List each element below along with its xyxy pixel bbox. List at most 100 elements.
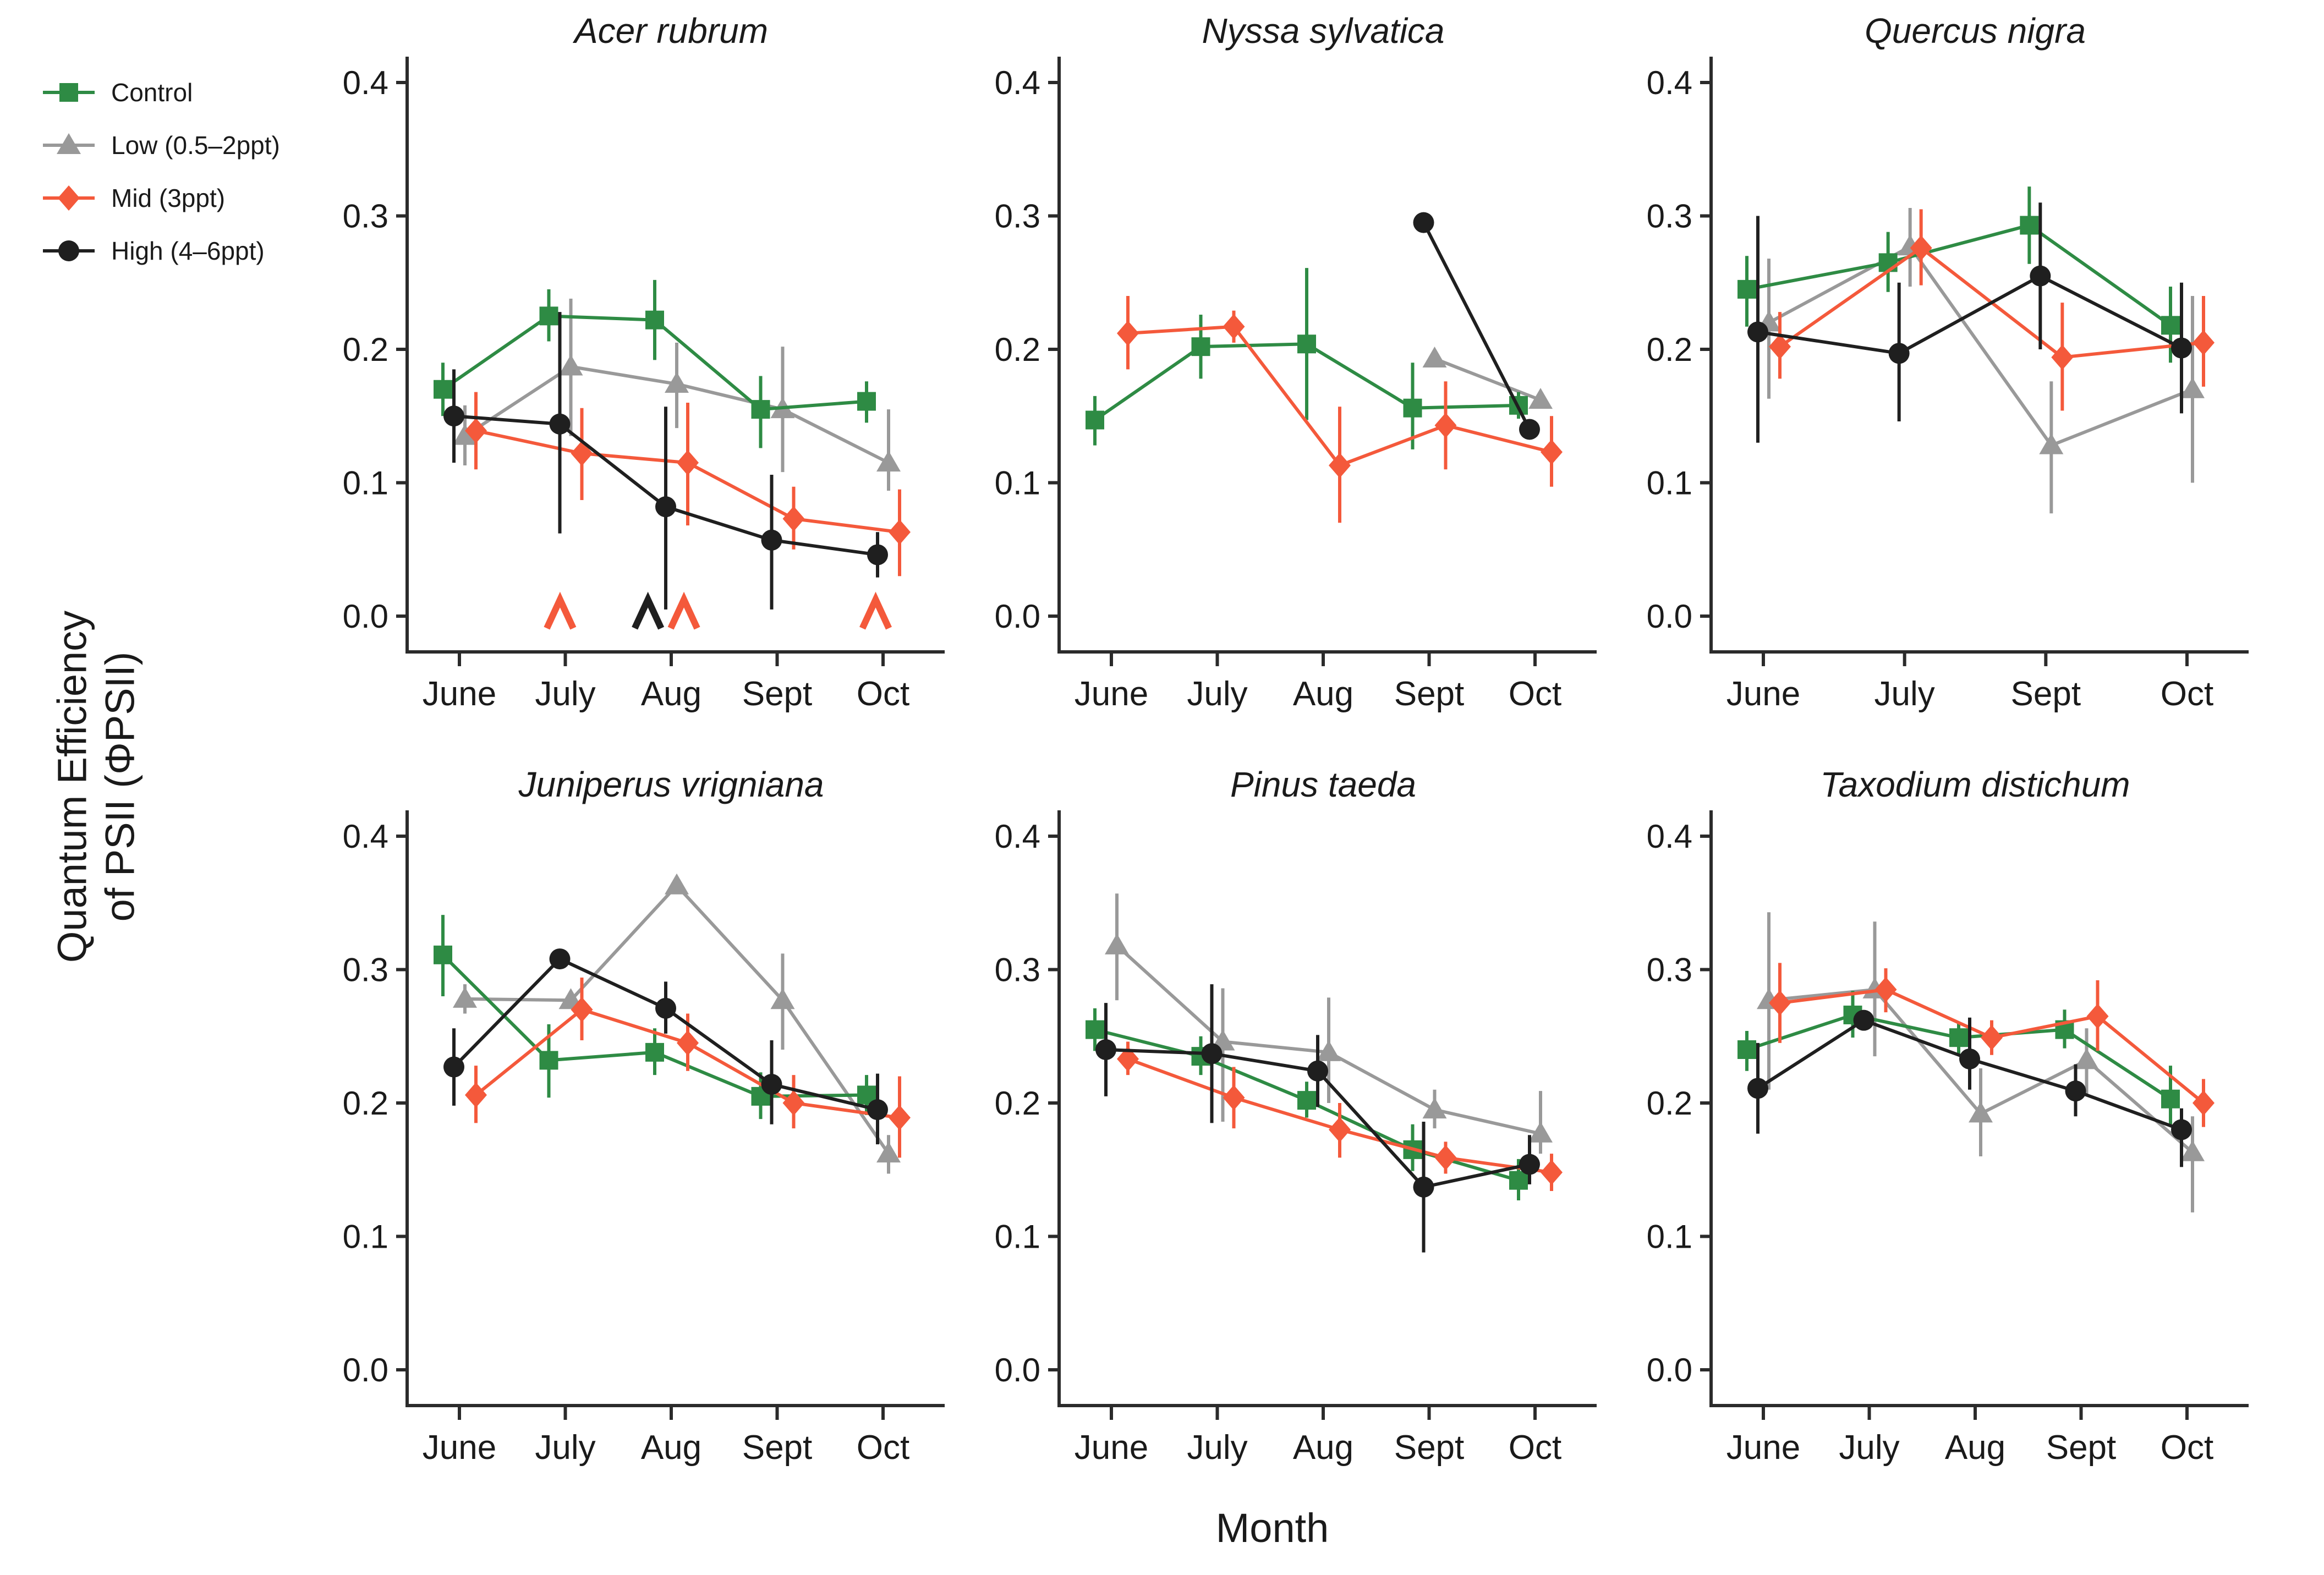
low-marker: [453, 986, 477, 1008]
panel-chart-quercus-nigra: Quercus nigra 0.0 0.1 0.2 0.3 0.4 June July Sept…: [1647, 11, 2249, 713]
high-marker: [761, 529, 782, 551]
high-marker: [1095, 1039, 1116, 1060]
mid-marker: [1223, 314, 1245, 339]
high-marker: [1307, 1060, 1328, 1082]
high-marker: [2065, 1080, 2086, 1102]
control-marker: [2020, 216, 2039, 235]
x-tick-label: Sept: [2011, 675, 2081, 713]
x-tick-label: Oct: [2161, 1429, 2213, 1467]
y-tick-label: 0.1: [1647, 465, 1692, 502]
control-marker: [857, 392, 876, 411]
y-tick-label: 0.4: [343, 818, 388, 855]
x-tick-label: Aug: [1293, 1429, 1353, 1467]
significance-caret: [632, 591, 665, 630]
control-series: [434, 915, 876, 1119]
high-series: [443, 948, 888, 1145]
mid-series: [1117, 296, 1563, 523]
low-series: [1422, 346, 1553, 409]
x-tick-label: Aug: [641, 1429, 701, 1467]
mid-marker: [1769, 334, 1791, 360]
low-marker: [1317, 1040, 1341, 1061]
y-tick-label: 0.4: [343, 64, 388, 101]
panel-chart-pinus-taeda: Pinus taeda 0.0 0.1 0.2 0.3 0.4 June July Aug Sep…: [995, 765, 1597, 1467]
high-series: [1095, 984, 1540, 1253]
x-tick-label: Sept: [1394, 1429, 1465, 1467]
mid-series: [1117, 1041, 1563, 1192]
x-tick-label: Sept: [1394, 675, 1465, 713]
y-tick-label: 0.0: [1647, 1352, 1692, 1389]
low-series: [453, 873, 901, 1174]
control-legend-marker-icon: [59, 83, 78, 102]
x-tick-label: July: [1187, 1429, 1247, 1467]
x-tick-label: July: [1187, 675, 1247, 713]
x-tick-label: June: [1726, 675, 1800, 713]
y-tick-label: 0.4: [995, 818, 1040, 855]
high-marker: [1747, 1078, 1768, 1099]
x-tick-label: July: [1839, 1429, 1899, 1467]
high-marker: [1519, 419, 1540, 440]
mid-marker: [2193, 1090, 2215, 1116]
y-tick-label: 0.3: [343, 952, 388, 989]
low-marker: [876, 1142, 901, 1163]
x-tick-label: June: [1075, 1429, 1148, 1467]
y-tick-label: 0.2: [1647, 331, 1692, 368]
high-marker: [655, 997, 676, 1019]
high-legend-marker-icon: [58, 240, 79, 261]
panel-chart-taxodium-distichum: Taxodium distichum 0.0 0.1 0.2 0.3 0.4 June Jul…: [1647, 765, 2249, 1467]
control-marker: [1191, 337, 1210, 356]
legend-item-high: High (4–6ppt): [39, 235, 280, 266]
high-marker: [1413, 212, 1434, 233]
x-tick-label: June: [423, 1429, 496, 1467]
high-series: [1413, 212, 1540, 440]
x-tick-label: Sept: [742, 1429, 813, 1467]
low-marker: [2180, 1140, 2205, 1161]
control-series: [1737, 186, 2180, 363]
high-marker: [549, 948, 571, 970]
low-marker: [2074, 1048, 2099, 1069]
control-marker: [1737, 279, 1756, 299]
high-marker: [1888, 343, 1910, 364]
high-marker: [1519, 1154, 1540, 1175]
mid-series: [465, 978, 911, 1158]
mid-marker: [1117, 320, 1139, 346]
panel-quercus-nigra: Quercus nigra 0.0 0.1 0.2 0.3 0.4 June July Sept…: [1598, 0, 2250, 737]
control-marker: [1878, 253, 1898, 272]
y-axis-title-line1: Quantum Efficiency: [49, 610, 95, 963]
control-marker: [1949, 1028, 1968, 1047]
x-tick-label: Aug: [1945, 1429, 2005, 1467]
y-tick-label: 0.1: [343, 1219, 388, 1255]
y-tick-label: 0.2: [343, 331, 388, 368]
y-tick-label: 0.2: [1647, 1085, 1692, 1122]
x-tick-label: July: [1874, 675, 1935, 713]
high-series: [1747, 202, 2192, 443]
significance-caret: [667, 591, 700, 630]
y-tick-label: 0.1: [343, 465, 388, 502]
control-marker: [1297, 334, 1316, 354]
x-tick-label: Sept: [742, 675, 813, 713]
panel-acer-rubrum: Acer rubrum 0.0 0.1 0.2 0.3 0.4 June July Aug Sep…: [294, 0, 946, 737]
panel-title: Quercus nigra: [1865, 11, 2086, 51]
high-line: [1757, 274, 2183, 355]
x-tick-label: Oct: [1509, 1429, 1561, 1467]
panel-title: Pinus taeda: [1230, 765, 1416, 804]
control-marker: [2161, 316, 2180, 335]
high-line: [1422, 222, 1531, 430]
control-marker: [539, 1051, 558, 1070]
y-tick-label: 0.3: [995, 198, 1040, 235]
mid-marker: [1910, 235, 1932, 261]
mid-marker: [465, 418, 487, 443]
y-tick-label: 0.3: [1647, 198, 1692, 235]
y-tick-label: 0.0: [343, 598, 388, 635]
control-marker: [1297, 1091, 1316, 1110]
panel-chart-nyssa-sylvatica: Nyssa sylvatica 0.0 0.1 0.2 0.3 0.4 June July Au…: [995, 11, 1597, 713]
low-marker: [1528, 1121, 1553, 1143]
low-marker: [1969, 1101, 1993, 1123]
y-tick-label: 0.1: [995, 465, 1040, 502]
legend-item-mid: Mid (3ppt): [39, 183, 280, 213]
panel-pinus-taeda: Pinus taeda 0.0 0.1 0.2 0.3 0.4 June July Aug Sep…: [946, 754, 1598, 1491]
mid-series: [465, 392, 911, 577]
high-series: [1747, 1009, 2192, 1167]
high-marker: [2030, 265, 2051, 287]
low-legend-marker-icon: [57, 133, 81, 154]
low-marker: [1422, 1097, 1447, 1119]
